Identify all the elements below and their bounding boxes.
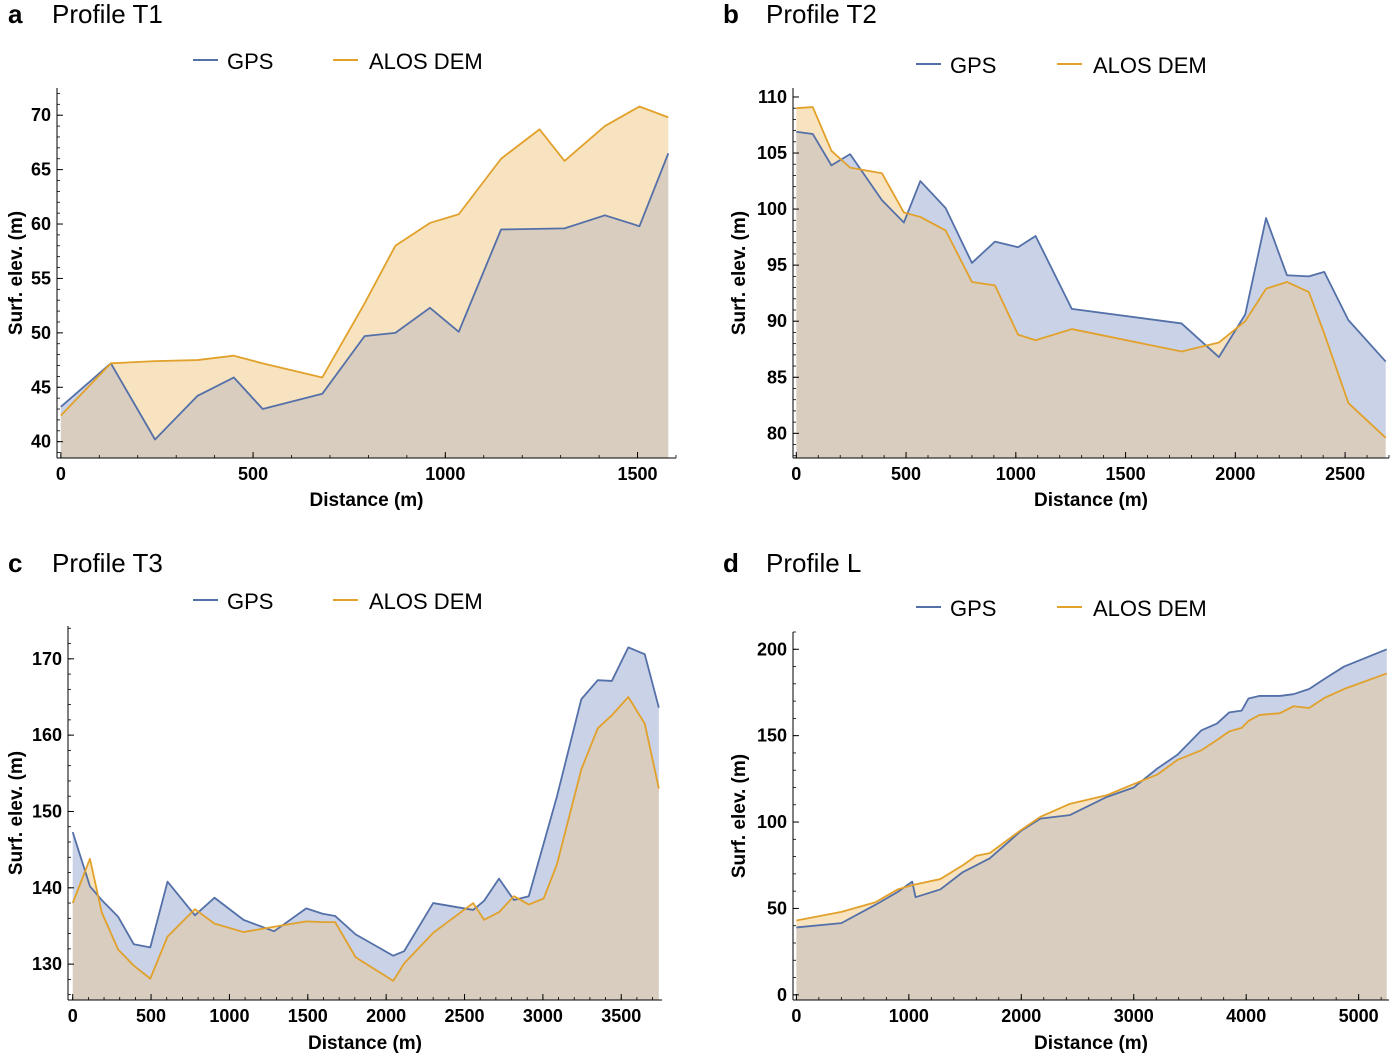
- y-tick-label: 50: [767, 898, 787, 918]
- y-tick-label: 50: [31, 323, 51, 343]
- alos-above-fill: [110, 106, 669, 440]
- y-tick-label: 150: [32, 801, 62, 821]
- x-tick-label: 0: [791, 1006, 801, 1026]
- x-tick-label: 0: [791, 464, 801, 484]
- legend-gps-label: GPS: [227, 49, 273, 74]
- x-tick-label: 1000: [209, 1006, 249, 1026]
- panel-letter: a: [8, 0, 23, 29]
- x-axis-label: Distance (m): [1034, 490, 1148, 511]
- panel-letter: c: [8, 548, 22, 578]
- y-tick-label: 0: [777, 985, 787, 1005]
- x-tick-label: 1500: [1106, 464, 1146, 484]
- x-tick-label: 500: [891, 464, 921, 484]
- legend-alos-label: ALOS DEM: [369, 49, 483, 74]
- x-axis-label: Distance (m): [309, 490, 423, 511]
- y-tick-label: 170: [32, 649, 62, 669]
- x-tick-label: 2500: [444, 1006, 484, 1026]
- x-tick-label: 1500: [288, 1006, 328, 1026]
- x-tick-label: 2000: [1001, 1006, 1041, 1026]
- legend-alos-label: ALOS DEM: [1093, 53, 1207, 78]
- x-tick-label: 1000: [425, 464, 465, 484]
- y-tick-label: 200: [757, 639, 787, 659]
- alos-dem-line: [60, 105, 669, 417]
- y-tick-label: 65: [31, 160, 51, 180]
- y-tick-label: 100: [757, 812, 787, 832]
- x-tick-label: 4000: [1226, 1006, 1266, 1026]
- panel-title: Profile L: [766, 548, 861, 578]
- legend-alos-label: ALOS DEM: [1093, 596, 1207, 621]
- x-tick-label: 3500: [601, 1006, 641, 1026]
- y-tick-label: 140: [32, 878, 62, 898]
- panel-title: Profile T3: [52, 548, 163, 578]
- overlap-fill: [796, 673, 1387, 1000]
- x-tick-label: 500: [136, 1006, 166, 1026]
- y-tick-label: 70: [31, 105, 51, 125]
- y-tick-label: 100: [757, 199, 787, 219]
- x-tick-label: 2000: [366, 1006, 406, 1026]
- panel-c: 0 500 1000 1500 2000 2500 3000 3500 130 140 150 160…: [6, 548, 662, 1054]
- alos-dem-line: [796, 672, 1388, 922]
- alos-dem-line: [796, 106, 1387, 439]
- y-tick-label: 105: [757, 143, 787, 163]
- x-tick-label: 5000: [1339, 1006, 1379, 1026]
- x-tick-label: 1000: [996, 464, 1036, 484]
- y-tick-label: 160: [32, 725, 62, 745]
- overlap-fill: [796, 131, 1386, 458]
- y-tick-label: 130: [32, 954, 62, 974]
- x-tick-label: 3000: [523, 1006, 563, 1026]
- x-tick-label: 1500: [618, 464, 658, 484]
- y-axis-label: Surf. elev. (m): [729, 754, 750, 878]
- y-axis-label: Surf. elev. (m): [729, 211, 750, 335]
- gps-line: [60, 152, 670, 441]
- panel-letter: d: [723, 548, 739, 578]
- legend-gps-label: GPS: [950, 596, 996, 621]
- y-axis-label: Surf. elev. (m): [6, 751, 27, 875]
- x-tick-label: 0: [68, 1006, 78, 1026]
- y-tick-label: 40: [31, 432, 51, 452]
- gps-line: [71, 646, 660, 957]
- panel-letter: b: [723, 0, 739, 29]
- y-tick-label: 55: [31, 268, 51, 288]
- panel-title: Profile T1: [52, 0, 163, 29]
- legend-alos-label: ALOS DEM: [369, 589, 483, 614]
- overlap-fill: [72, 696, 659, 1000]
- panel-a: 0 500 1000 1500 40 45 50 55 60 65 70 Distance (m) Su…: [6, 0, 677, 511]
- panel-b: 0 500 1000 1500 2000 2500 80 85 90 95 100 105 110 Dis…: [723, 0, 1390, 511]
- panel-title: Profile T2: [766, 0, 877, 29]
- y-axis-label: Surf. elev. (m): [6, 211, 27, 335]
- gps-line: [796, 648, 1388, 929]
- alos-dem-line: [71, 696, 660, 982]
- x-tick-label: 3000: [1114, 1006, 1154, 1026]
- x-tick-label: 1000: [889, 1006, 929, 1026]
- y-tick-label: 150: [757, 726, 787, 746]
- y-tick-label: 60: [31, 214, 51, 234]
- y-tick-label: 95: [767, 255, 787, 275]
- legend-gps-label: GPS: [950, 53, 996, 78]
- x-tick-label: 2000: [1215, 464, 1255, 484]
- y-tick-label: 45: [31, 377, 51, 397]
- x-axis-label: Distance (m): [1034, 1033, 1148, 1054]
- y-tick-label: 90: [767, 311, 787, 331]
- x-axis-label: Distance (m): [308, 1033, 422, 1054]
- y-tick-label: 85: [767, 367, 787, 387]
- x-tick-label: 500: [238, 464, 268, 484]
- x-tick-label: 2500: [1325, 464, 1365, 484]
- gps-line: [796, 130, 1387, 363]
- legend-gps-label: GPS: [227, 589, 273, 614]
- y-tick-label: 80: [767, 423, 787, 443]
- x-tick-label: 0: [56, 464, 66, 484]
- y-tick-label: 110: [758, 87, 787, 107]
- panel-d: 0 1000 2000 3000 4000 5000 0 50 100 150 200 Distanc…: [723, 548, 1389, 1054]
- gps-above-fill: [903, 649, 1387, 888]
